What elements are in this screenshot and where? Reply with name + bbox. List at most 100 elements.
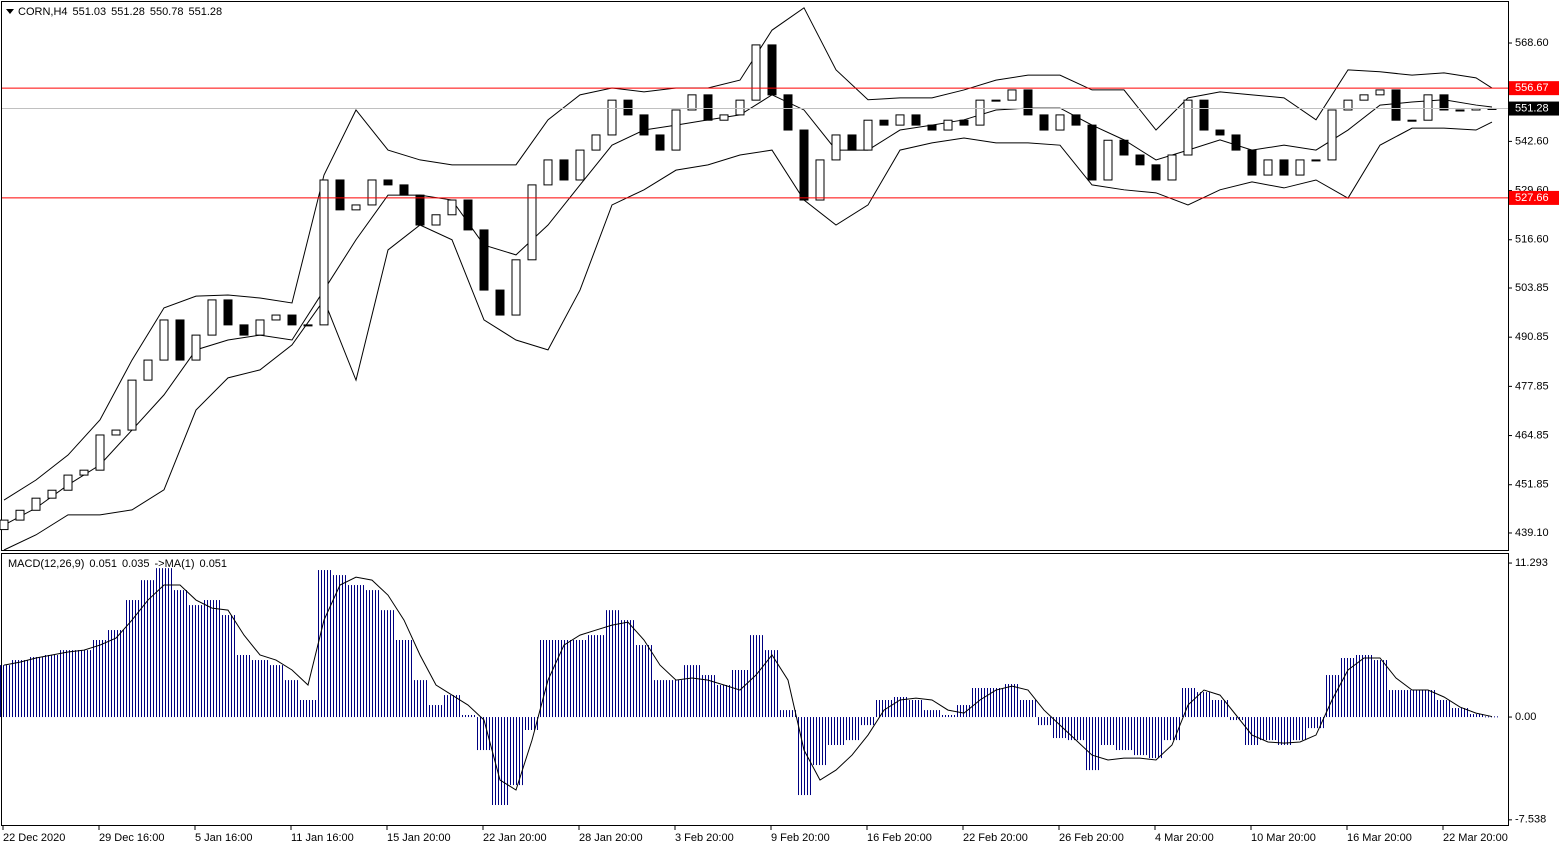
macd-bar [1068, 717, 1084, 741]
macd-bar [188, 605, 204, 718]
macd-bar [588, 635, 604, 718]
macd-bar [1212, 700, 1228, 718]
macd-bar [124, 600, 140, 718]
candle-body [655, 134, 665, 151]
candle-body [1327, 109, 1337, 161]
x-tick-label: 22 Mar 20:00 [1443, 832, 1508, 844]
candle-body [1359, 94, 1369, 101]
y-tick-label: 503.85 [1515, 282, 1549, 294]
macd-bar [1116, 717, 1132, 751]
header-part: MACD(12,26,9) [8, 558, 84, 570]
macd-bar [0, 665, 12, 718]
candle-body [511, 259, 521, 316]
y-tick-label: 464.85 [1515, 429, 1549, 441]
macd-bar [764, 650, 780, 718]
candle-body [1135, 154, 1145, 166]
candle-body [367, 179, 377, 206]
candle-body [1183, 99, 1193, 156]
candle-body [1279, 159, 1289, 176]
macd-bar [1436, 700, 1452, 718]
header-part: CORN,H4 [18, 6, 68, 18]
candle-body [1455, 109, 1465, 112]
macd-bar [76, 650, 92, 718]
macd-bar [60, 650, 76, 718]
macd-bar [748, 635, 764, 718]
macd-bar [300, 700, 316, 718]
candle-body [895, 114, 905, 126]
macd-bar [1276, 717, 1292, 745]
macd-bar [1244, 717, 1260, 745]
candle-body [719, 114, 729, 121]
candle-body [1343, 99, 1353, 111]
x-tick-label: 5 Jan 16:00 [195, 832, 253, 844]
header-part: 550.78 [150, 6, 184, 18]
header-part: 551.28 [111, 6, 145, 18]
candle-body [479, 229, 489, 291]
candle-body [207, 299, 217, 336]
candle-body [95, 434, 105, 471]
price-panel-frame [1, 1, 1509, 551]
y-tick-label: 568.60 [1515, 37, 1549, 49]
candle-body [623, 99, 633, 116]
macd-bar [1340, 658, 1356, 718]
candle-body [975, 99, 985, 126]
price-level-box [1509, 101, 1559, 116]
candle-body [191, 334, 201, 361]
macd-bar [332, 575, 348, 718]
x-tick-label: 28 Jan 20:00 [579, 832, 643, 844]
macd-bar [492, 717, 508, 805]
candle-body [1199, 99, 1209, 131]
x-tick-label: 26 Feb 20:00 [1059, 832, 1124, 844]
candle-body [63, 474, 73, 491]
macd-bar [1164, 717, 1180, 741]
candle-body [255, 319, 265, 336]
candle-body [47, 489, 57, 499]
macd-bar [252, 660, 268, 718]
macd-bar [412, 680, 428, 718]
candle-body [399, 184, 409, 196]
macd-bar [108, 630, 124, 718]
macd-bar [1132, 717, 1148, 756]
candle-body [351, 204, 361, 211]
macd-bar [668, 680, 684, 718]
x-tick-label: 22 Feb 20:00 [963, 832, 1028, 844]
macd-bar [140, 580, 156, 718]
candle-body [1151, 164, 1161, 181]
candle-body [431, 214, 441, 226]
header-part: ->MA(1) [154, 558, 194, 570]
macd-bar [732, 670, 748, 718]
macd-bar [1372, 660, 1388, 718]
macd-bar [92, 640, 108, 718]
macd-bar [220, 615, 236, 718]
y-tick-label: 451.85 [1515, 479, 1549, 491]
price-level-box [1509, 190, 1559, 205]
macd-bar [796, 717, 812, 796]
candle-body [1423, 94, 1433, 121]
panel-header: CORN,H4 551.03 551.28 550.78 551.28 [18, 6, 222, 18]
macd-bar [652, 680, 668, 718]
candle-body [1039, 114, 1049, 131]
candle-body [463, 199, 473, 231]
macd-bar [1196, 692, 1212, 718]
candle-body [703, 94, 713, 121]
symbol-menu-arrow[interactable] [6, 9, 14, 14]
candle-body [575, 149, 585, 181]
x-tick-label: 16 Feb 20:00 [867, 832, 932, 844]
candle-body [1103, 139, 1113, 181]
price-level-label: 551.28 [1515, 102, 1549, 114]
candle-body [175, 319, 185, 361]
candle-body [303, 324, 313, 327]
macd-bar [1484, 716, 1500, 718]
candle-body [1007, 89, 1017, 101]
macd-bar [316, 570, 332, 718]
candle-body [815, 159, 825, 201]
candle-body [1247, 149, 1257, 176]
macd-bar [204, 600, 220, 718]
candle-body [863, 119, 873, 151]
candle-body [751, 44, 761, 101]
macd-bar [700, 675, 716, 718]
y-tick-label: -7.538 [1515, 814, 1546, 826]
candle-body [607, 99, 617, 136]
candle-body [783, 94, 793, 131]
